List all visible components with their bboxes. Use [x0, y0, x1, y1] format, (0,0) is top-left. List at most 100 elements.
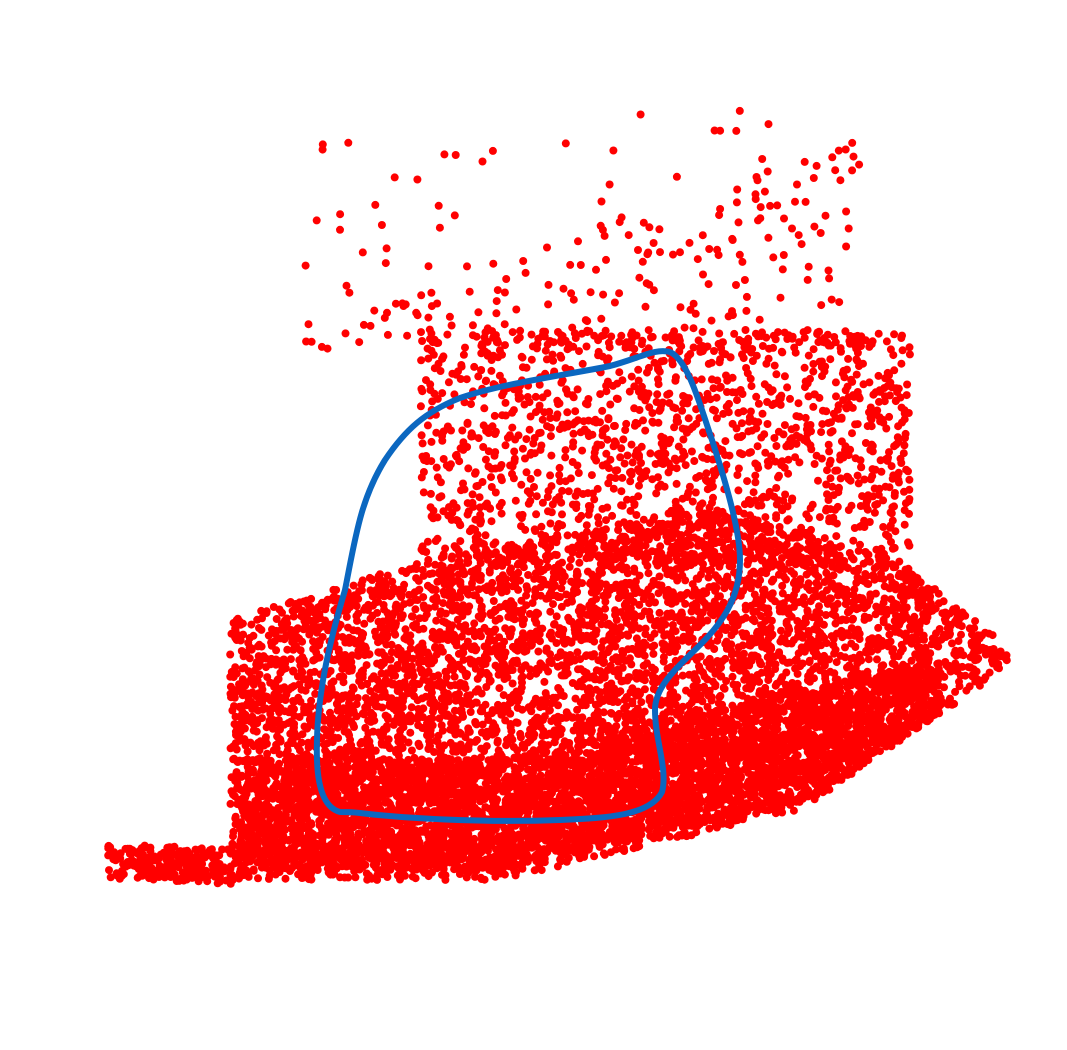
map-point [660, 631, 669, 640]
map-point [705, 663, 714, 672]
map-point [549, 600, 557, 609]
map-point [405, 711, 414, 720]
map-point [381, 711, 390, 720]
map-point [410, 692, 418, 701]
map-point [736, 652, 745, 661]
map-point [441, 667, 450, 676]
map-point [411, 605, 420, 614]
map-point [612, 722, 621, 731]
map-point [351, 873, 360, 882]
map-point [519, 629, 527, 638]
map-point [320, 740, 329, 749]
map-point [539, 580, 548, 589]
map-point [241, 736, 250, 745]
map-point [789, 806, 798, 815]
map-point [895, 569, 904, 578]
map-point [489, 597, 498, 605]
map-point [650, 629, 659, 638]
map-point [231, 727, 240, 736]
map-point [471, 698, 480, 707]
map-point [348, 683, 357, 692]
map-point [641, 630, 650, 639]
map-point [740, 675, 749, 684]
map-point [654, 589, 663, 598]
map-point [265, 718, 274, 727]
map-point [424, 677, 433, 686]
map-point [861, 570, 870, 578]
map-point [746, 641, 755, 650]
map-point [406, 728, 415, 737]
map-point [410, 623, 419, 632]
map-point [381, 676, 390, 685]
map-point [484, 716, 493, 724]
map-point [556, 593, 565, 601]
map-point [714, 699, 723, 708]
map-point [728, 672, 737, 681]
map-point [434, 731, 443, 740]
map-point [401, 625, 410, 634]
map-point [705, 824, 714, 833]
map-point [406, 638, 415, 647]
map-point [809, 665, 818, 674]
map-point [419, 601, 428, 610]
map-point [716, 691, 725, 700]
map-point [576, 610, 585, 619]
map-point [762, 644, 771, 653]
map-point [767, 577, 776, 586]
map-point [542, 646, 551, 655]
map-point [912, 635, 921, 644]
map-point [615, 563, 623, 572]
map-point [297, 685, 306, 694]
map-point [547, 655, 555, 664]
map-point [290, 705, 298, 714]
map-point [561, 671, 570, 680]
map-point [280, 683, 289, 692]
map-point [450, 672, 459, 681]
map-point [508, 679, 517, 688]
map-point [890, 652, 899, 661]
map-point [313, 653, 322, 662]
map-point [775, 649, 783, 658]
map-point [553, 862, 562, 871]
map-point [473, 736, 481, 744]
map-point [712, 583, 721, 592]
map-point [778, 581, 787, 590]
map-point [619, 844, 628, 853]
map-point [374, 617, 383, 626]
map-point [814, 573, 823, 581]
map-point [583, 567, 592, 576]
map-point [829, 602, 838, 611]
map-point [368, 601, 377, 610]
map-point [719, 598, 728, 607]
map-point [877, 569, 885, 578]
map-point [974, 654, 983, 663]
map-point [748, 615, 757, 624]
map-point [747, 601, 755, 610]
map-point [244, 638, 253, 647]
map-point [369, 727, 378, 736]
map-point [573, 648, 582, 657]
map-point [663, 609, 672, 618]
map-point [906, 622, 914, 631]
map-point [279, 655, 288, 664]
map-point [446, 725, 455, 734]
map-point [254, 874, 262, 883]
map-point [895, 557, 904, 566]
map-point [771, 681, 780, 690]
map-point [283, 645, 292, 654]
map-point [400, 580, 409, 589]
map-point [338, 665, 347, 674]
map-point [226, 799, 235, 808]
map-point [339, 672, 348, 681]
map-point [471, 872, 479, 881]
map-point [913, 628, 922, 637]
map-point [508, 582, 517, 591]
map-point [630, 585, 639, 594]
map-point [349, 626, 358, 635]
map-point [441, 609, 450, 618]
map-point [407, 703, 416, 712]
map-point [435, 714, 444, 723]
map-point [783, 629, 792, 638]
map-point [668, 621, 677, 629]
map-point [540, 677, 549, 686]
